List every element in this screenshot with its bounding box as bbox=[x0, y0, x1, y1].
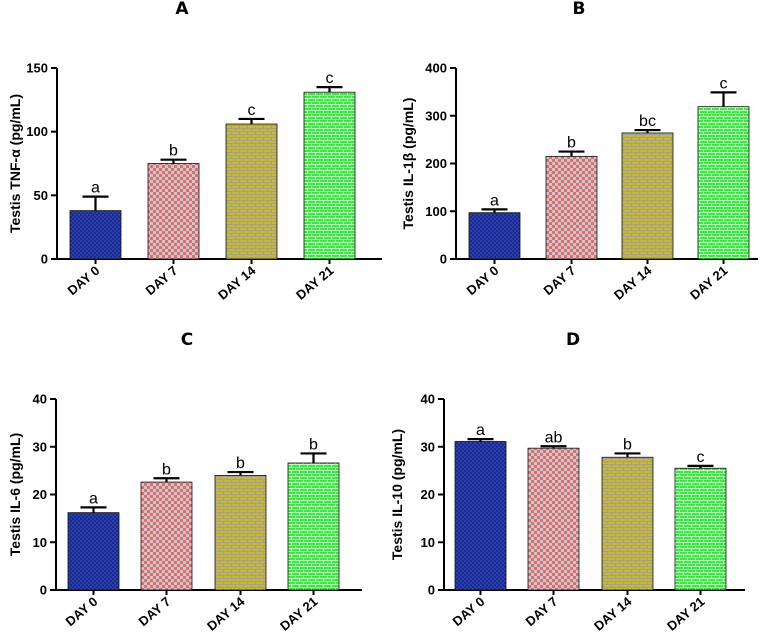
panel-letter: A bbox=[175, 0, 189, 19]
significance-letter: a bbox=[89, 490, 98, 507]
bar-day-21 bbox=[697, 106, 750, 260]
x-tick-label: DAY 0 bbox=[464, 263, 502, 298]
x-tick-label: DAY 14 bbox=[215, 262, 259, 302]
bar-day-7 bbox=[545, 155, 598, 260]
y-tick-label: 0 bbox=[440, 252, 447, 267]
chart-panel-b: B Testis IL-1β (pg/mL) 0 100 200 300 400 a DAY 0… bbox=[400, 0, 758, 303]
significance-letter: c bbox=[697, 449, 705, 466]
bar-day-0 bbox=[67, 512, 120, 591]
y-tick-label: 150 bbox=[26, 61, 48, 76]
significance-letter: b bbox=[236, 455, 245, 472]
panel-letter: C bbox=[181, 330, 193, 350]
y-tick-label: 200 bbox=[425, 156, 447, 171]
y-tick-label: 30 bbox=[421, 439, 435, 454]
x-tick-label: DAY 7 bbox=[136, 594, 174, 629]
y-tick-label: 50 bbox=[34, 188, 48, 203]
significance-letter: b bbox=[623, 436, 632, 453]
y-tick-label: 10 bbox=[421, 535, 435, 550]
bar-day-7 bbox=[147, 163, 200, 260]
x-tick-label: DAY 21 bbox=[687, 263, 730, 303]
significance-letter: a bbox=[490, 192, 499, 209]
x-tick-label: DAY 14 bbox=[611, 262, 655, 302]
bar-day-14 bbox=[601, 456, 654, 591]
significance-letter: b bbox=[169, 143, 178, 160]
x-tick-label: DAY 7 bbox=[541, 263, 579, 298]
x-tick-label: DAY 0 bbox=[65, 263, 103, 298]
y-axis-title: Testis IL-6 (pg/mL) bbox=[7, 433, 23, 556]
y-tick-label: 20 bbox=[421, 487, 435, 502]
y-tick-label: 100 bbox=[26, 124, 48, 139]
significance-letter: bc bbox=[639, 113, 656, 130]
chart-panel-a: A Testis TNF-α (pg/mL) 0 50 100 150 a DAY 0 b DAY… bbox=[7, 0, 382, 303]
bar-day-21 bbox=[303, 91, 356, 260]
bar-day-14 bbox=[621, 132, 674, 260]
significance-letter: b bbox=[567, 135, 576, 152]
x-tick-label: DAY 21 bbox=[293, 263, 336, 303]
y-tick-label: 400 bbox=[425, 61, 447, 76]
panel-letter: B bbox=[573, 0, 586, 19]
panel-letter: D bbox=[566, 330, 580, 350]
y-tick-label: 300 bbox=[425, 108, 447, 123]
significance-letter: a bbox=[476, 422, 485, 439]
bar-day-0 bbox=[468, 212, 521, 260]
bar-day-0 bbox=[454, 441, 507, 591]
y-tick-label: 100 bbox=[425, 204, 447, 219]
y-tick-label: 0 bbox=[40, 583, 47, 598]
x-tick-label: DAY 7 bbox=[143, 263, 181, 298]
y-tick-label: 0 bbox=[428, 583, 435, 598]
significance-letter: b bbox=[309, 436, 318, 453]
x-tick-label: DAY 7 bbox=[523, 594, 561, 629]
y-axis-title: Testis TNF-α (pg/mL) bbox=[7, 94, 23, 233]
y-tick-label: 0 bbox=[41, 252, 48, 267]
y-axis-title: Testis IL-1β (pg/mL) bbox=[400, 98, 416, 230]
x-tick-label: DAY 0 bbox=[63, 594, 101, 629]
y-axis-title: Testis IL-10 (pg/mL) bbox=[389, 429, 405, 560]
y-tick-label: 40 bbox=[33, 392, 47, 407]
x-tick-label: DAY 14 bbox=[591, 593, 635, 633]
chart-panel-d: D Testis IL-10 (pg/mL) 0 10 20 30 40 a DAY 0 ab DA… bbox=[389, 330, 745, 634]
significance-letter: c bbox=[720, 75, 728, 92]
chart-panel-c: C Testis IL-6 (pg/mL) 0 10 20 30 40 a DAY 0 b DAY … bbox=[7, 330, 362, 634]
bar-day-21 bbox=[674, 467, 727, 591]
x-tick-label: DAY 14 bbox=[204, 593, 248, 633]
bar-day-0 bbox=[69, 210, 122, 260]
significance-letter: a bbox=[91, 180, 100, 197]
y-tick-label: 10 bbox=[33, 535, 47, 550]
significance-letter: c bbox=[326, 70, 334, 87]
significance-letter: ab bbox=[545, 429, 563, 446]
y-tick-label: 40 bbox=[421, 392, 435, 407]
significance-letter: c bbox=[248, 102, 256, 119]
bar-day-7 bbox=[527, 447, 580, 591]
x-tick-label: DAY 21 bbox=[664, 594, 707, 634]
x-tick-label: DAY 21 bbox=[277, 594, 320, 634]
bar-day-14 bbox=[214, 474, 267, 591]
x-tick-label: DAY 0 bbox=[450, 594, 488, 629]
bar-day-7 bbox=[140, 481, 193, 591]
y-tick-label: 30 bbox=[33, 439, 47, 454]
significance-letter: b bbox=[162, 461, 171, 478]
bar-day-14 bbox=[225, 123, 278, 260]
bar-day-21 bbox=[287, 462, 340, 591]
y-tick-label: 20 bbox=[33, 487, 47, 502]
